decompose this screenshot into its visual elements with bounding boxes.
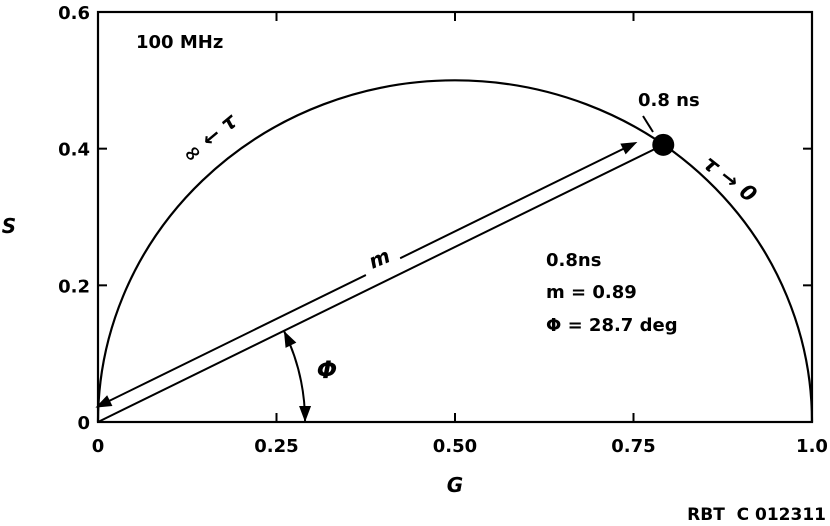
figure-code: RBT C 012311: [687, 505, 826, 525]
modulation-arrowhead-start: [95, 395, 113, 408]
y-axis-ticks: 0 0.2 0.4 0.6: [58, 3, 812, 434]
y-axis-label: S: [2, 214, 16, 238]
info-phase: Φ = 28.7 deg: [546, 315, 678, 336]
phase-arc-arrowhead-bottom: [299, 406, 312, 422]
tau-infinity-label: ∞ ← τ: [178, 108, 242, 167]
x-tick-label: 0.50: [433, 436, 477, 457]
universal-semicircle: [96, 79, 814, 423]
y-tick-label: 0.6: [58, 3, 90, 24]
x-tick-label: 0.25: [254, 436, 298, 457]
point-tick-mark: [642, 115, 654, 133]
m-label-gap: [356, 237, 402, 277]
lifetime-point: [652, 133, 675, 156]
phase-base-line: [97, 143, 664, 423]
x-tick-label: 0.75: [611, 436, 655, 457]
point-lifetime-label: 0.8 ns: [638, 90, 700, 111]
modulation-arrowhead-end: [620, 141, 638, 155]
y-tick-label: 0.2: [58, 276, 90, 297]
x-axis-ticks: 0 0.25 0.50 0.75 1.0: [92, 12, 828, 457]
info-modulation: m = 0.89: [546, 282, 637, 303]
tau-zero-label: τ → 0: [699, 151, 761, 207]
x-tick-label: 1.0: [796, 436, 828, 457]
x-axis-label: G: [447, 473, 463, 497]
y-tick-label: 0: [77, 413, 90, 434]
phase-arc-arrowhead-top: [283, 330, 297, 348]
phase-angle-label: Φ: [317, 356, 337, 384]
info-lifetime: 0.8ns: [546, 250, 601, 271]
y-tick-label: 0.4: [58, 140, 90, 161]
plot-frame: [96, 10, 814, 424]
x-tick-label: 0: [92, 436, 105, 457]
frequency-label: 100 MHz: [136, 32, 223, 53]
